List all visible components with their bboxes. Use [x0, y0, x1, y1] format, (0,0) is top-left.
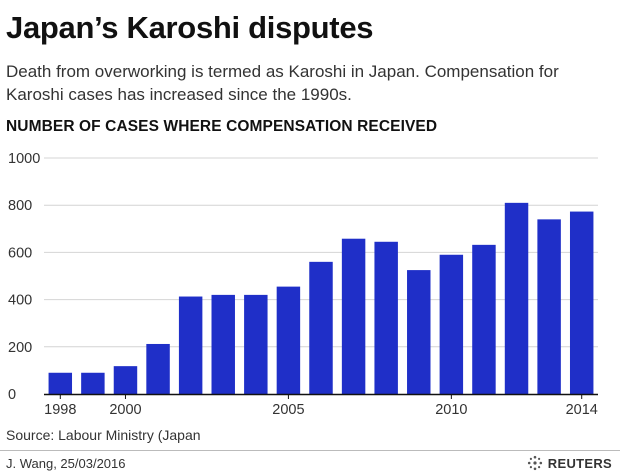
bar-2007: [341, 238, 366, 394]
bar-2002: [178, 296, 203, 394]
x-tick-label-2014: 2014: [566, 402, 598, 418]
y-tick-label-400: 400: [8, 293, 32, 309]
x-tick-label-2010: 2010: [435, 402, 467, 418]
x-tick-label-2005: 2005: [272, 402, 304, 418]
bar-2004: [244, 294, 268, 394]
bar-2011: [472, 244, 496, 394]
bar-2014: [569, 211, 594, 394]
bar-2005: [276, 286, 301, 394]
credit-line: J. Wang, 25/03/2016: [6, 456, 126, 471]
brand-block: REUTERS: [526, 454, 612, 472]
source-note: Source: Labour Ministry (Japan: [6, 427, 201, 443]
y-tick-label-200: 200: [8, 340, 32, 356]
page-title: Japan’s Karoshi disputes: [6, 10, 374, 45]
x-tick-label-2000: 2000: [109, 402, 141, 418]
chart-heading: NUMBER OF CASES WHERE COMPENSATION RECEI…: [6, 118, 438, 135]
footer-divider: [0, 450, 620, 451]
bar-1998: [48, 372, 73, 394]
y-tick-label-1000: 1000: [8, 151, 40, 167]
page-subtitle: Death from overworking is termed as Karo…: [6, 62, 559, 104]
bar-2012: [504, 202, 529, 394]
y-tick-label-0: 0: [8, 387, 16, 403]
bar-2001: [146, 343, 170, 394]
reuters-logo-icon: [527, 455, 542, 471]
y-tick-label-600: 600: [8, 245, 32, 261]
bar-2009: [407, 270, 431, 394]
bar-2008: [374, 241, 398, 394]
bar-2003: [211, 294, 235, 394]
y-tick-label-800: 800: [8, 198, 32, 214]
bar-chart: 0 200 400 600 800 1000 1998 2000 2005 2010 2014: [8, 151, 598, 418]
bar-2000: [113, 366, 138, 394]
bar-1999: [81, 372, 105, 394]
x-tick-label-1998: 1998: [44, 402, 76, 418]
bar-2010: [439, 254, 464, 394]
bar-2013: [537, 219, 561, 394]
brand-name: REUTERS: [547, 455, 612, 471]
bar-2006: [309, 261, 333, 394]
